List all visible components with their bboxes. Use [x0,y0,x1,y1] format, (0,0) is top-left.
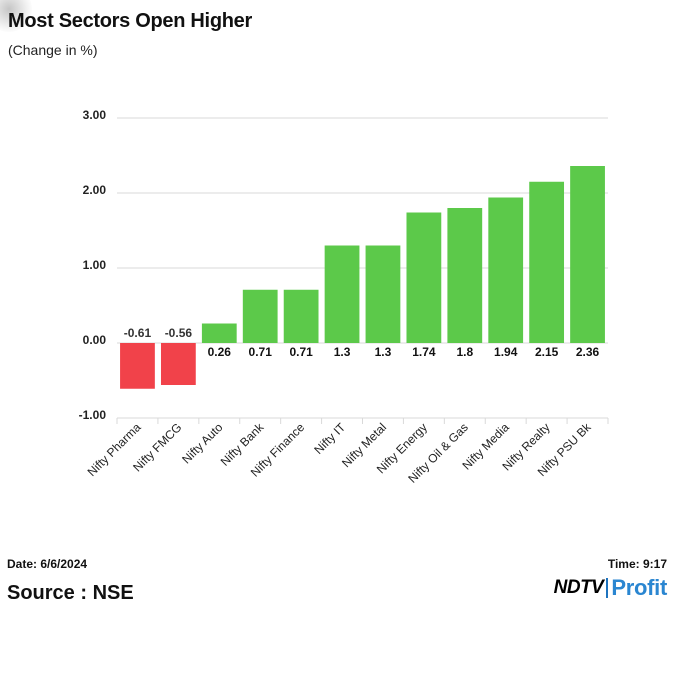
bar [406,212,442,343]
data-label: -0.61 [124,326,152,340]
data-label: 0.71 [289,345,313,359]
time-label: Time: 9:17 [607,557,667,571]
bar [324,245,360,343]
bar [242,289,278,343]
data-label: 1.94 [494,345,518,359]
y-tick-label: 0.00 [83,333,107,347]
logo-separator [606,578,609,598]
bar [120,343,155,389]
data-label: -0.56 [165,326,193,340]
ndtv-profit-logo: NDTV Profit [553,575,668,601]
data-label: 2.36 [576,345,600,359]
data-label: 1.3 [375,345,392,359]
chart-title: Most Sectors Open Higher [8,10,252,32]
y-tick-label: 1.00 [83,258,107,272]
data-label: 1.3 [334,345,351,359]
chart-subtitle: (Change in %) [8,42,98,58]
bar [201,323,237,343]
logo-profit-text: Profit [611,575,667,600]
logo-ndtv-text: NDTV [553,577,604,598]
bar [283,289,319,343]
source-label: Source : NSE [7,582,134,604]
y-tick-label: -1.00 [79,408,107,422]
date-label: Date: 6/6/2024 [7,557,88,571]
bar [488,197,524,343]
bar [365,245,401,343]
data-label: 1.74 [412,345,436,359]
data-label: 0.26 [208,345,232,359]
bar [160,343,196,385]
y-tick-label: 3.00 [83,108,107,122]
y-tick-label: 2.00 [83,183,107,197]
bar [529,181,565,343]
bar [570,166,605,343]
data-label: 0.71 [249,345,273,359]
category-label: Nifty IT [311,420,348,457]
data-label: 2.15 [535,345,559,359]
bar [447,208,483,343]
data-label: 1.8 [456,345,473,359]
